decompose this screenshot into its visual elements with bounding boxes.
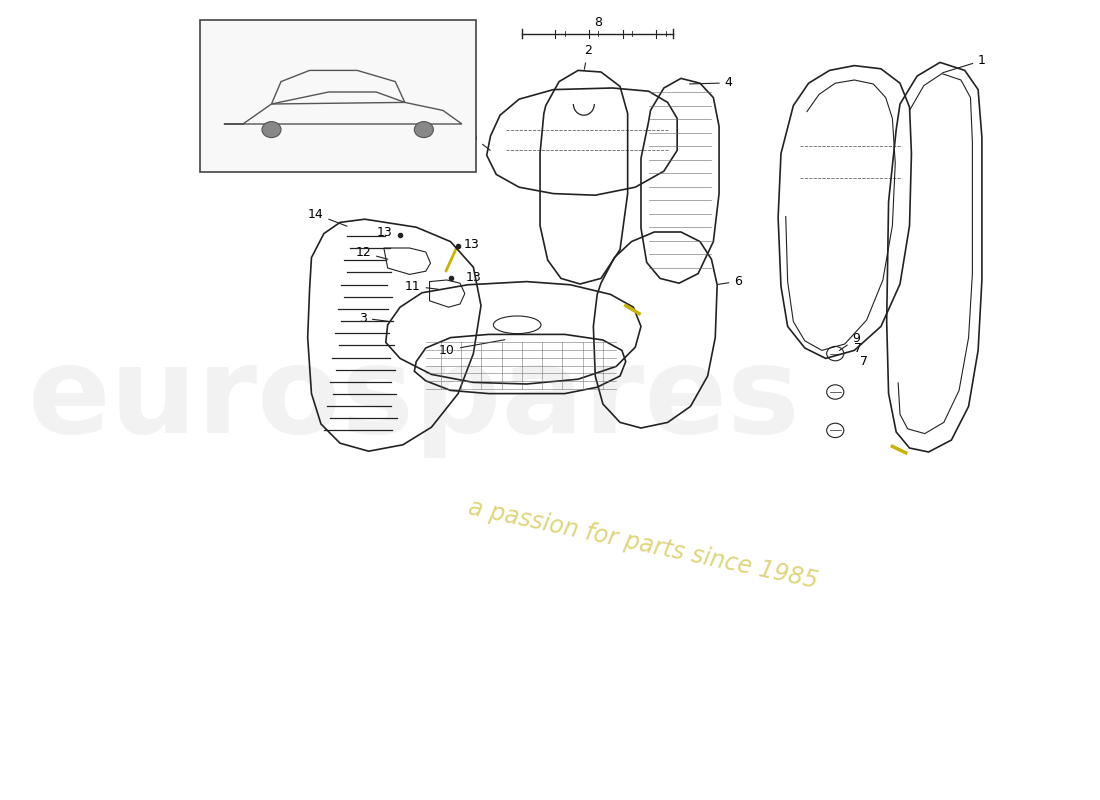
Text: 13: 13 bbox=[464, 238, 480, 251]
Text: 7: 7 bbox=[855, 342, 862, 355]
Text: 9: 9 bbox=[839, 333, 860, 350]
Text: 10: 10 bbox=[439, 340, 505, 357]
Text: 3: 3 bbox=[359, 312, 388, 325]
Text: 14: 14 bbox=[308, 208, 346, 226]
Circle shape bbox=[415, 122, 433, 138]
Text: eurospares: eurospares bbox=[28, 342, 801, 458]
Text: 2: 2 bbox=[584, 44, 592, 70]
Text: 11: 11 bbox=[405, 279, 438, 293]
Text: 6: 6 bbox=[718, 274, 743, 288]
Text: 12: 12 bbox=[355, 246, 388, 259]
FancyBboxPatch shape bbox=[200, 20, 476, 172]
Text: 7: 7 bbox=[860, 355, 868, 368]
Text: 4: 4 bbox=[690, 76, 733, 90]
Text: 5: 5 bbox=[470, 131, 491, 150]
Text: 8: 8 bbox=[594, 16, 602, 29]
Text: 13: 13 bbox=[465, 271, 482, 284]
Text: a passion for parts since 1985: a passion for parts since 1985 bbox=[466, 495, 820, 593]
Text: 13: 13 bbox=[376, 226, 392, 238]
Circle shape bbox=[262, 122, 280, 138]
Text: 1: 1 bbox=[943, 54, 986, 73]
